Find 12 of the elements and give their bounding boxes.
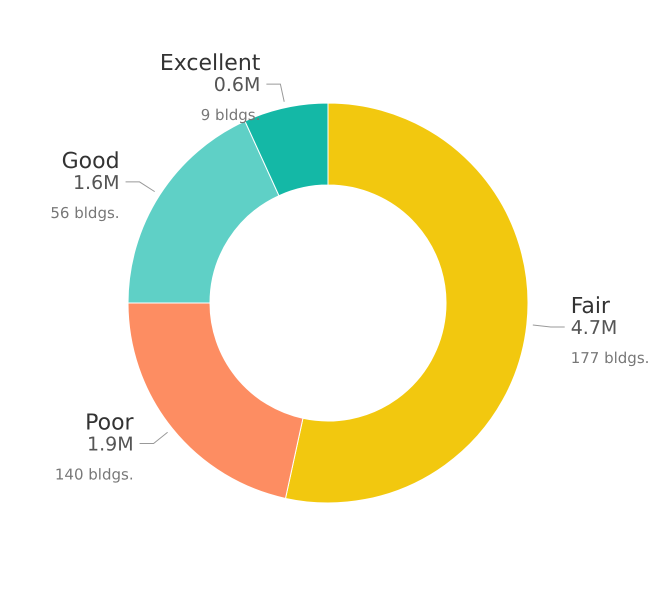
- data-label: 1.6M: [72, 172, 120, 194]
- text: 56 bldgs.: [50, 204, 120, 222]
- text: 9 bldgs.: [200, 106, 260, 124]
- slice-label: Poor: [85, 410, 135, 436]
- data-label: 0.6M: [214, 74, 260, 96]
- slice-label: Good: [62, 148, 120, 174]
- slice-label: Excellent: [160, 51, 261, 76]
- data-label: 4.7M: [570, 316, 618, 339]
- text: 140 bldgs.: [54, 466, 134, 484]
- text: 177 bldgs.: [570, 348, 650, 367]
- slice-label: Fair: [570, 294, 611, 319]
- data-label: 1.9M: [86, 434, 134, 456]
